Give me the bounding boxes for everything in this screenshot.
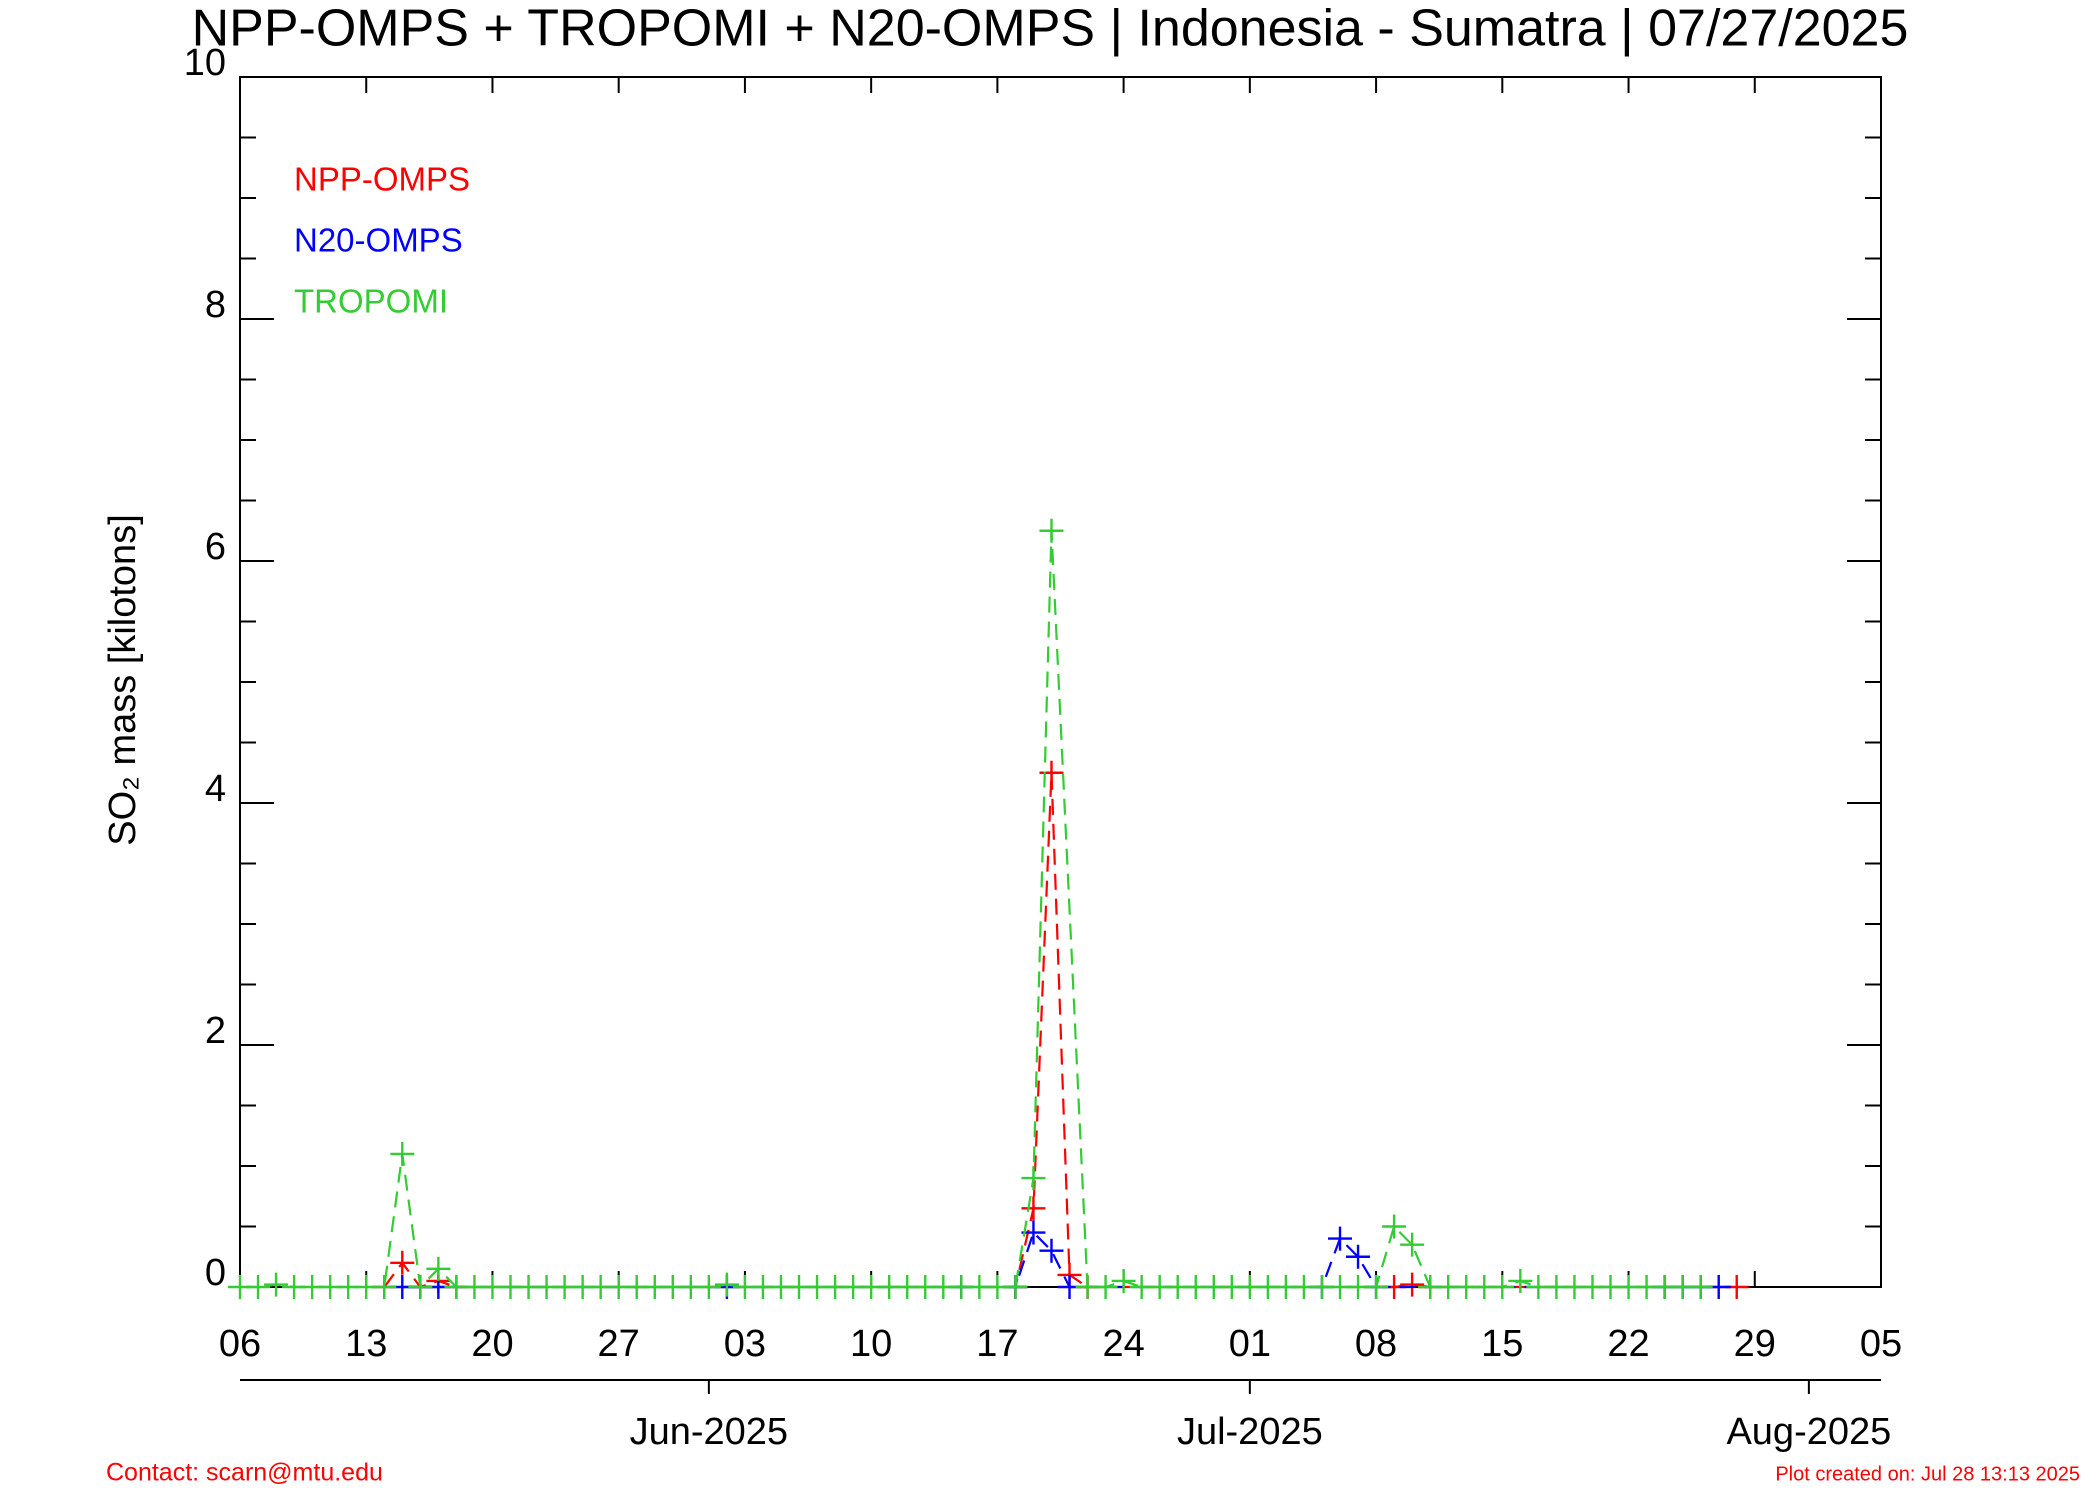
data-point bbox=[372, 1275, 397, 1299]
x-tick-label: 10 bbox=[850, 1323, 892, 1365]
data-point bbox=[426, 1256, 451, 1281]
legend-entry: TROPOMI bbox=[294, 283, 448, 320]
y-tick-label: 2 bbox=[205, 1010, 226, 1052]
data-point bbox=[1508, 1268, 1533, 1293]
month-label: Aug-2025 bbox=[1726, 1411, 1891, 1453]
plot-frame bbox=[239, 76, 1882, 1288]
chart-title: NPP-OMPS + TROPOMI + N20-OMPS | Indonesi… bbox=[192, 0, 1909, 58]
data-point bbox=[1039, 518, 1064, 543]
data-point bbox=[390, 1250, 415, 1275]
legend-entry: NPP-OMPS bbox=[294, 161, 470, 198]
created-note: Plot created on: Jul 28 13:13 2025 bbox=[1775, 1463, 2080, 1485]
data-point bbox=[1093, 1275, 1118, 1299]
data-point bbox=[264, 1272, 289, 1297]
y-axis-label: SO₂ mass [kilotons] bbox=[102, 514, 144, 846]
x-tick-label: 15 bbox=[1481, 1323, 1523, 1365]
data-point bbox=[1111, 1268, 1136, 1293]
data-point bbox=[1346, 1244, 1371, 1269]
x-tick-label: 29 bbox=[1734, 1323, 1776, 1365]
data-point bbox=[1400, 1232, 1425, 1257]
data-point bbox=[714, 1272, 739, 1297]
data-point bbox=[390, 1141, 415, 1166]
x-tick-label: 13 bbox=[345, 1323, 387, 1365]
x-tick-label: 01 bbox=[1229, 1323, 1271, 1365]
data-point bbox=[1490, 1275, 1515, 1299]
y-tick-label: 10 bbox=[184, 42, 226, 84]
x-tick-label: 08 bbox=[1355, 1323, 1397, 1365]
data-point bbox=[1364, 1275, 1389, 1299]
contact: Contact: scarn@mtu.edu bbox=[106, 1459, 383, 1487]
data-point bbox=[246, 1275, 271, 1299]
data-point bbox=[1003, 1275, 1028, 1299]
data-point bbox=[1021, 1196, 1046, 1221]
data-point bbox=[408, 1275, 433, 1299]
data-point bbox=[1400, 1272, 1425, 1297]
y-tick-label: 4 bbox=[205, 768, 226, 810]
x-tick-label: 27 bbox=[598, 1323, 640, 1365]
data-point bbox=[1021, 1166, 1046, 1191]
data-point bbox=[1382, 1214, 1407, 1239]
month-label: Jun-2025 bbox=[630, 1411, 788, 1453]
x-tick-label: 06 bbox=[219, 1323, 261, 1365]
data-point bbox=[1328, 1226, 1353, 1251]
month-label: Jul-2025 bbox=[1177, 1411, 1323, 1453]
legend-entry: N20-OMPS bbox=[294, 222, 463, 259]
data-point bbox=[1688, 1275, 1713, 1299]
x-tick-label: 24 bbox=[1102, 1323, 1144, 1365]
y-tick-label: 0 bbox=[205, 1252, 226, 1294]
x-tick-label: 20 bbox=[471, 1323, 513, 1365]
series-line bbox=[240, 530, 1701, 1290]
x-tick-label: 17 bbox=[976, 1323, 1018, 1365]
y-tick-label: 6 bbox=[205, 526, 226, 568]
data-point bbox=[1039, 1238, 1064, 1263]
x-tick-label: 05 bbox=[1860, 1323, 1902, 1365]
series-line bbox=[383, 772, 1737, 1289]
data-point bbox=[1039, 760, 1064, 785]
x-tick-label: 03 bbox=[724, 1323, 766, 1365]
data-point bbox=[696, 1275, 721, 1299]
y-tick-label: 8 bbox=[205, 284, 226, 326]
x-tick-label: 22 bbox=[1607, 1323, 1649, 1365]
